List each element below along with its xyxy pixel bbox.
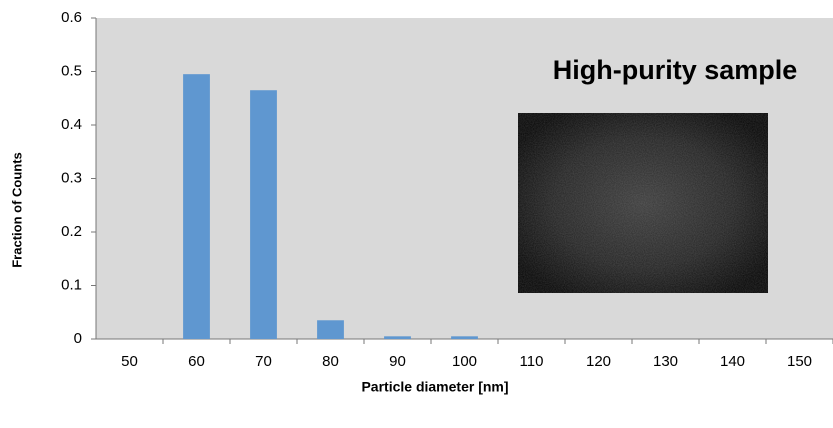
bar (384, 336, 411, 339)
bar (317, 320, 344, 339)
y-tick-label: 0.3 (61, 169, 82, 186)
x-tick-label: 90 (389, 353, 406, 370)
y-tick-label: 0.1 (61, 276, 82, 293)
x-tick-label: 80 (322, 353, 339, 370)
x-tick-label: 70 (255, 353, 272, 370)
y-tick-label: 0.4 (61, 116, 82, 133)
x-tick-label: 100 (452, 353, 477, 370)
x-tick-label: 120 (586, 353, 611, 370)
bar (183, 74, 210, 340)
y-tick-label: 0.6 (61, 9, 82, 26)
y-axis-title: Fraction of Counts (9, 152, 24, 268)
y-tick-label: 0.5 (61, 62, 82, 79)
x-tick-label: 130 (653, 353, 678, 370)
x-tick-label: 60 (188, 353, 205, 370)
bar (451, 336, 478, 339)
x-tick-label: 110 (520, 353, 544, 370)
inset-image (518, 113, 768, 293)
bar (250, 90, 277, 339)
x-tick-label: 140 (720, 353, 745, 370)
y-tick-label: 0.2 (61, 223, 82, 240)
annotation: High-purity sample (553, 55, 798, 85)
x-tick-label: 50 (121, 353, 138, 370)
x-axis-title: Particle diameter [nm] (361, 379, 508, 395)
y-tick-label: 0 (74, 330, 82, 347)
x-tick-label: 150 (787, 353, 812, 370)
